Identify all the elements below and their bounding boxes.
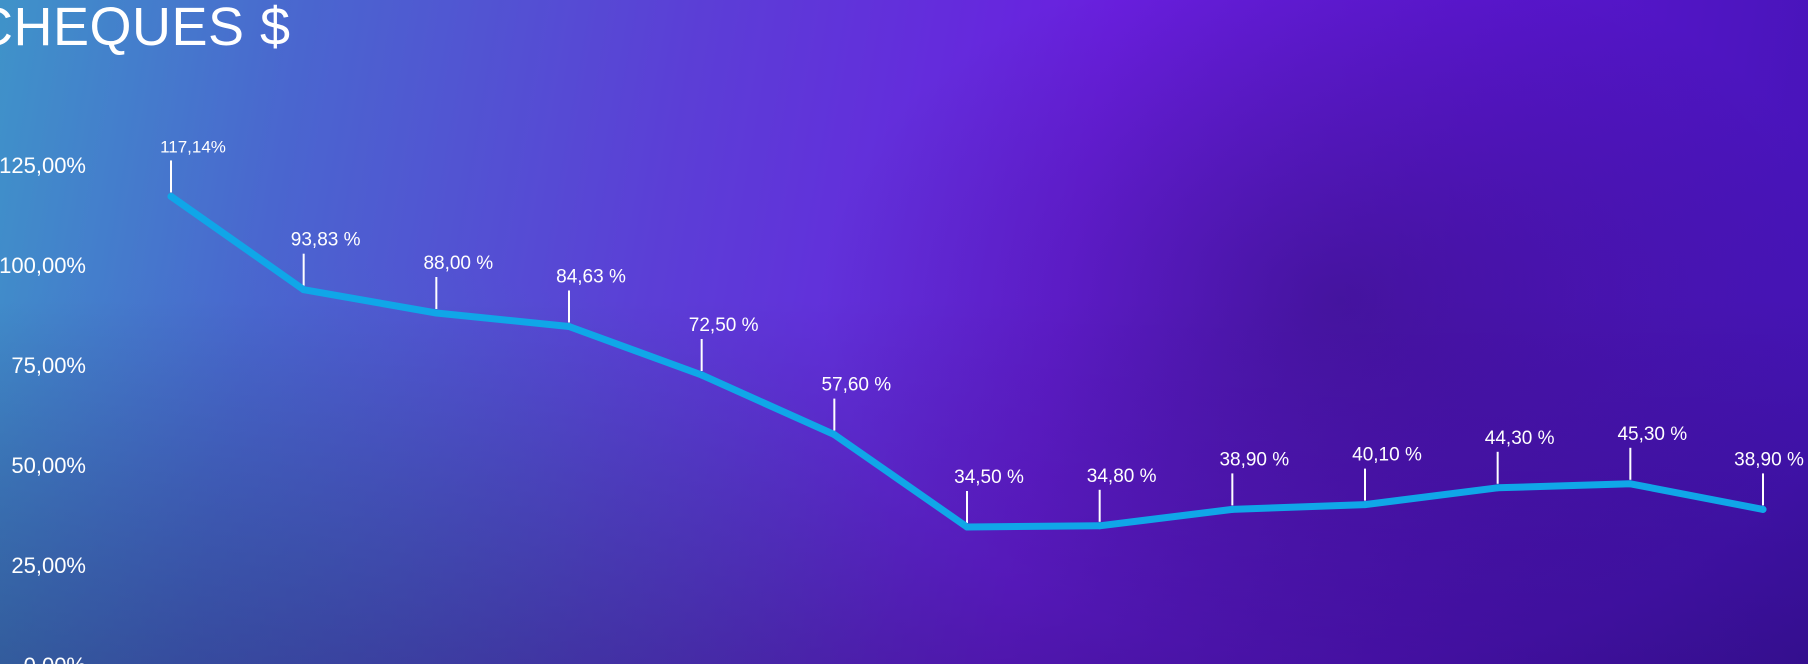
data-point — [1494, 484, 1501, 491]
data-point — [1229, 506, 1236, 513]
data-point — [1627, 480, 1634, 487]
data-point — [964, 524, 971, 531]
data-point — [566, 323, 573, 330]
data-point — [831, 431, 838, 438]
y-tick-label: 75,00% — [11, 353, 86, 378]
data-point — [1096, 522, 1103, 529]
data-label: 84,63 % — [556, 266, 626, 287]
data-point — [168, 193, 175, 200]
y-tick-label: 25,00% — [11, 553, 86, 578]
data-label: 93,83 % — [291, 230, 361, 251]
data-label: 72,50 % — [689, 315, 759, 336]
y-tick-label: 0,00% — [24, 653, 86, 664]
data-label: 40,10 % — [1352, 445, 1422, 466]
data-label: 88,00 % — [423, 253, 493, 274]
y-tick-label: 125,00% — [0, 153, 86, 178]
data-label: 34,50 % — [954, 467, 1024, 488]
data-point — [1760, 506, 1767, 513]
data-point — [433, 310, 440, 317]
data-label: 57,60 % — [821, 375, 891, 396]
data-label: 34,80 % — [1087, 466, 1157, 487]
data-point — [300, 286, 307, 293]
data-label: 117,14% — [160, 137, 226, 156]
y-tick-label: 100,00% — [0, 253, 86, 278]
y-tick-label: 50,00% — [11, 453, 86, 478]
y-axis: 0,00% 25,00% 50,00% 75,00% 100,00% 125,00% — [0, 153, 86, 664]
data-point — [1362, 501, 1369, 508]
data-label: 38,90 % — [1734, 449, 1804, 470]
data-label: 38,90 % — [1219, 449, 1289, 470]
data-label: 44,30 % — [1485, 428, 1555, 449]
data-point — [698, 372, 705, 379]
data-labels: 117,14% 93,83 % 88,00 % 84,63 % 72,50 % 57,60… — [160, 137, 1804, 488]
data-label: 45,30 % — [1617, 424, 1687, 445]
